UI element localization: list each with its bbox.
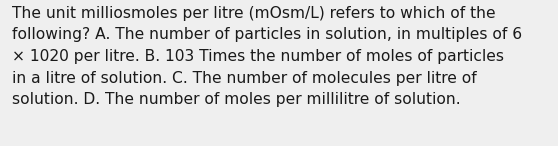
Text: The unit milliosmoles per litre (mOsm/L) refers to which of the
following? A. Th: The unit milliosmoles per litre (mOsm/L)… bbox=[12, 6, 522, 107]
